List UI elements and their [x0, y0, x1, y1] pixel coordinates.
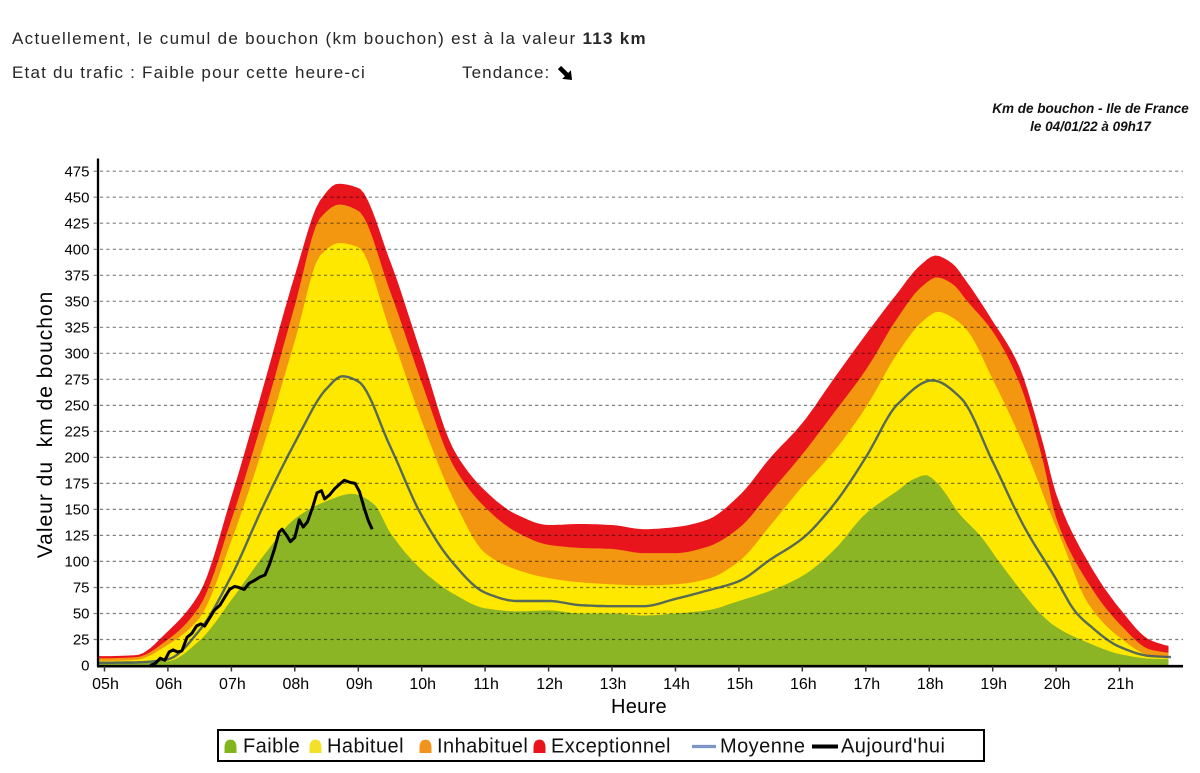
svg-text:14h: 14h [663, 676, 690, 693]
svg-text:15h: 15h [727, 676, 754, 693]
svg-text:12h: 12h [536, 676, 563, 693]
svg-text:75: 75 [73, 580, 90, 597]
svg-text:10h: 10h [409, 676, 436, 693]
svg-text:275: 275 [64, 372, 89, 389]
svg-text:475: 475 [64, 163, 89, 180]
svg-text:150: 150 [64, 502, 89, 519]
svg-text:19h: 19h [980, 676, 1007, 693]
svg-text:250: 250 [64, 398, 89, 415]
svg-text:425: 425 [64, 215, 89, 232]
svg-text:400: 400 [64, 242, 89, 259]
svg-text:Inhabituel: Inhabituel [437, 736, 528, 758]
svg-text:450: 450 [64, 189, 89, 206]
svg-text:07h: 07h [219, 676, 246, 693]
svg-text:Aujourd'hui: Aujourd'hui [841, 736, 945, 758]
svg-text:05h: 05h [92, 676, 119, 693]
svg-text:Faible: Faible [243, 736, 300, 758]
svg-text:325: 325 [64, 320, 89, 337]
svg-text:300: 300 [64, 346, 89, 363]
svg-text:175: 175 [64, 476, 89, 493]
svg-text:350: 350 [64, 294, 89, 311]
svg-text:0: 0 [81, 658, 89, 675]
svg-text:08h: 08h [282, 676, 309, 693]
svg-text:06h: 06h [156, 676, 183, 693]
svg-text:21h: 21h [1107, 676, 1134, 693]
svg-text:20h: 20h [1044, 676, 1071, 693]
svg-text:100: 100 [64, 554, 89, 571]
svg-text:18h: 18h [917, 676, 944, 693]
svg-text:16h: 16h [790, 676, 817, 693]
svg-text:225: 225 [64, 424, 89, 441]
svg-text:Exceptionnel: Exceptionnel [551, 736, 671, 758]
svg-text:11h: 11h [473, 676, 499, 693]
svg-text:200: 200 [64, 450, 89, 467]
svg-text:Heure: Heure [611, 696, 667, 718]
svg-text:13h: 13h [600, 676, 627, 693]
svg-text:17h: 17h [853, 676, 880, 693]
svg-text:Habituel: Habituel [327, 736, 404, 758]
svg-text:125: 125 [64, 528, 89, 545]
svg-text:09h: 09h [346, 676, 373, 693]
svg-text:25: 25 [73, 632, 90, 649]
svg-text:375: 375 [64, 268, 89, 285]
svg-text:Valeur du km de bouchon: Valeur du km de bouchon [34, 291, 57, 559]
svg-text:Moyenne: Moyenne [720, 736, 805, 758]
svg-text:50: 50 [73, 606, 90, 623]
